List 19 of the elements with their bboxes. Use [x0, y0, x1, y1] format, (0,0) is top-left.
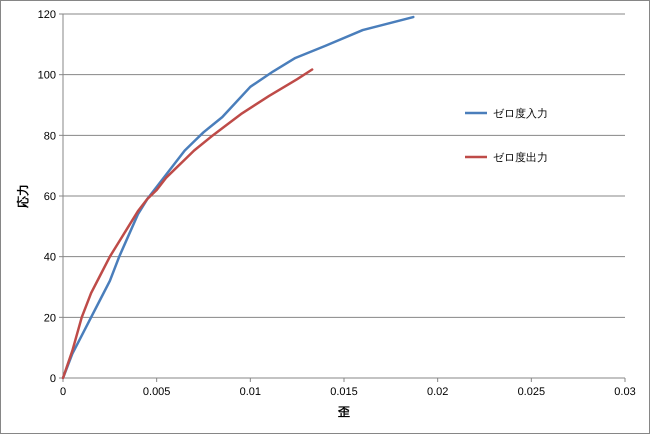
- line-series: [62, 68, 314, 380]
- y-axis-title: 応力: [16, 184, 30, 209]
- y-tick-label: 120: [38, 9, 56, 21]
- legend-label: ゼロ度出力: [493, 151, 548, 164]
- y-tick-label: 20: [44, 312, 56, 324]
- y-tick-label: 60: [44, 191, 56, 203]
- x-tick-label: 0.015: [330, 386, 358, 398]
- x-tick-label: 0.03: [614, 386, 636, 398]
- x-tick-label: 0.02: [426, 386, 448, 398]
- y-tick-label: 80: [44, 130, 56, 142]
- y-tick-label: 40: [44, 252, 56, 264]
- y-tick-label: 100: [38, 70, 56, 82]
- legend-label: ゼロ度入力: [493, 107, 548, 120]
- x-tick-label: 0.025: [518, 386, 546, 398]
- x-tick-label: 0.005: [142, 386, 170, 398]
- x-tick-label: 0.01: [240, 386, 262, 398]
- x-tick-label: 0: [60, 386, 66, 398]
- y-tick-label: 0: [50, 373, 56, 385]
- x-axis-title: 歪: [337, 405, 350, 419]
